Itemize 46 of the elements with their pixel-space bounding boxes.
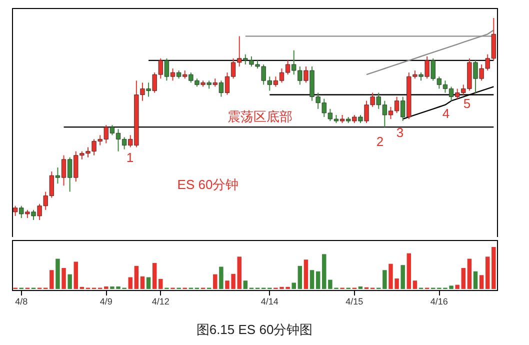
bar — [304, 260, 308, 289]
x-tick-label: 4/8 — [15, 296, 28, 306]
bar — [292, 282, 296, 289]
bar — [492, 247, 496, 289]
bar — [316, 271, 320, 289]
bar — [158, 278, 163, 289]
bar — [104, 286, 108, 289]
bar — [243, 280, 248, 289]
annotation: 3 — [396, 125, 404, 140]
bar — [310, 270, 314, 289]
bar — [219, 266, 224, 289]
bar — [358, 286, 363, 289]
x-tick-label: 4/9 — [100, 296, 112, 306]
bar — [152, 262, 157, 289]
bar — [412, 280, 418, 289]
x-tick-label: 4/16 — [430, 296, 448, 306]
bar — [56, 258, 60, 289]
bar — [50, 270, 54, 289]
bar — [400, 265, 405, 289]
bar — [467, 258, 472, 289]
x-tick-label: 4/12 — [152, 296, 170, 306]
bar — [479, 275, 484, 289]
bar — [213, 274, 218, 289]
bar — [461, 268, 466, 289]
bar — [473, 271, 478, 289]
bar — [74, 262, 78, 289]
bar — [140, 276, 145, 289]
annotation: 5 — [463, 96, 471, 111]
bar — [485, 256, 490, 289]
bar — [298, 266, 302, 289]
bar — [455, 284, 460, 289]
annotation: ES 60分钟 — [177, 177, 239, 192]
bar — [406, 253, 412, 289]
x-tick-label: 4/15 — [346, 296, 364, 306]
annotation: 震荡区底部 — [228, 109, 292, 124]
text: 图6.15 ES 60分钟图 — [196, 322, 313, 337]
bar — [146, 277, 151, 289]
bar — [382, 270, 387, 289]
annotation: 4 — [442, 106, 450, 121]
bar — [68, 274, 72, 289]
bar — [128, 277, 132, 289]
annotation: 1 — [126, 150, 134, 165]
bar — [134, 266, 139, 289]
x-tick-label: 4/14 — [260, 296, 278, 306]
annotation: 2 — [376, 134, 384, 149]
bar — [62, 268, 66, 289]
